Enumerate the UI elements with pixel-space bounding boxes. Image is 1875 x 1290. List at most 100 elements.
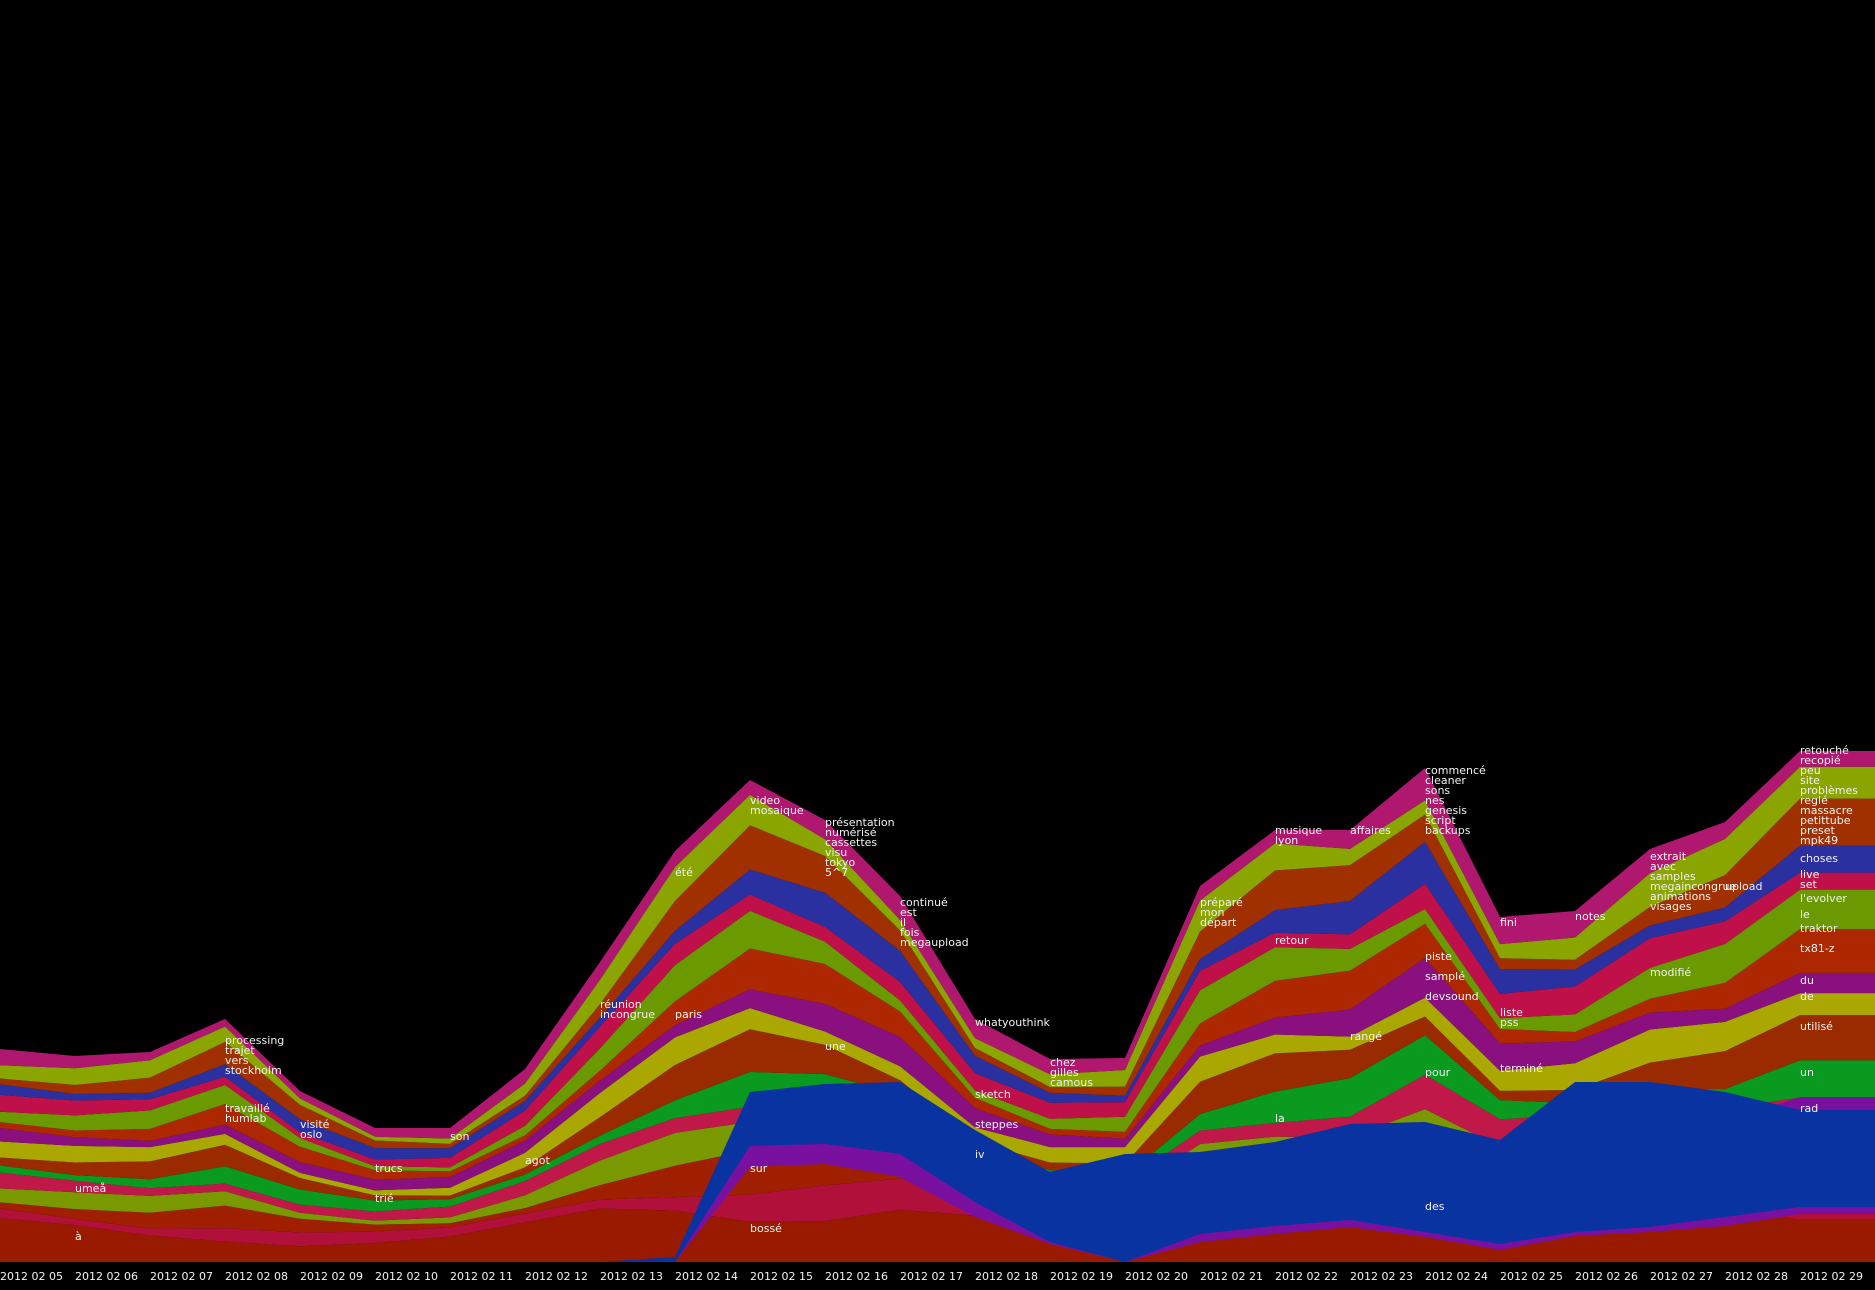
x-tick-label: 2012 02 20 [1125, 1270, 1188, 1283]
word-label: megaupload [900, 936, 969, 949]
word-label: utilisé [1800, 1020, 1833, 1033]
word-label: numérisé [825, 826, 877, 839]
word-label: devsound [1425, 990, 1479, 1003]
word-label: extrait [1650, 850, 1687, 863]
word-label: fois [900, 926, 920, 939]
word-label: travaillé [225, 1102, 270, 1115]
word-label: continué [900, 896, 948, 909]
word-label: est [900, 906, 917, 919]
word-label: video [750, 794, 780, 807]
word-label: megaincongrue [1650, 880, 1736, 893]
x-tick-label: 2012 02 09 [300, 1270, 363, 1283]
word-label: cassettes [825, 836, 877, 849]
word-label: tokyo [825, 856, 856, 869]
x-tick-label: 2012 02 16 [825, 1270, 888, 1283]
word-label: sur [750, 1162, 768, 1175]
x-tick-label: 2012 02 22 [1275, 1270, 1338, 1283]
x-tick-label: 2012 02 21 [1200, 1270, 1263, 1283]
word-label: preset [1800, 824, 1836, 837]
word-label: iv [975, 1148, 985, 1161]
word-label: stockholm [225, 1064, 282, 1077]
word-label: le [1800, 908, 1810, 921]
word-label: pour [1425, 1066, 1451, 1079]
word-label: été [675, 866, 693, 879]
word-label: peu [1800, 764, 1821, 777]
word-label: trajet [225, 1044, 255, 1057]
x-tick-label: 2012 02 14 [675, 1270, 738, 1283]
x-tick-label: 2012 02 11 [450, 1270, 513, 1283]
date-axis: 2012 02 05 2012 02 06 2012 02 07 2012 02 08… [0, 1270, 1863, 1283]
word-label: backups [1425, 824, 1471, 837]
word-label: upload [1725, 880, 1762, 893]
word-label: rad [1800, 1102, 1818, 1115]
word-label: visages [1650, 900, 1692, 913]
word-label: avec [1650, 860, 1676, 873]
x-tick-label: 2012 02 23 [1350, 1270, 1413, 1283]
word-label: son [450, 1130, 469, 1143]
word-label: tx81-z [1800, 942, 1835, 955]
word-label: bossé [750, 1222, 782, 1235]
word-label: mpk49 [1800, 834, 1838, 847]
word-label: site [1800, 774, 1820, 787]
word-label: humlab [225, 1112, 266, 1125]
x-tick-label: 2012 02 13 [600, 1270, 663, 1283]
word-label: recopié [1800, 754, 1841, 767]
word-label: script [1425, 814, 1456, 827]
word-label: whatyouthink [975, 1016, 1051, 1029]
word-label: rangé [1350, 1030, 1382, 1043]
word-label: sons [1425, 784, 1450, 797]
word-label: il [900, 916, 906, 929]
word-label: visu [825, 846, 847, 859]
x-tick-label: 2012 02 07 [150, 1270, 213, 1283]
x-tick-label: 2012 02 15 [750, 1270, 813, 1283]
word-label: liste [1500, 1006, 1523, 1019]
word-label: départ [1200, 916, 1237, 929]
x-tick-label: 2012 02 06 [75, 1270, 138, 1283]
word-label: fini [1500, 916, 1517, 929]
stream-band-8 [0, 957, 1875, 1191]
word-label: modifié [1650, 966, 1691, 979]
word-label: animations [1650, 890, 1711, 903]
word-label: musique [1275, 824, 1322, 837]
x-tick-label: 2012 02 08 [225, 1270, 288, 1283]
word-label: trié [375, 1192, 394, 1205]
x-tick-label: 2012 02 05 [0, 1270, 63, 1283]
word-label: oslo [300, 1128, 323, 1141]
word-label: processing [225, 1034, 284, 1047]
word-label: nes [1425, 794, 1445, 807]
x-tick-label: 2012 02 10 [375, 1270, 438, 1283]
word-label: un [1800, 1066, 1814, 1079]
word-label: de [1800, 990, 1814, 1003]
word-label: retouché [1800, 744, 1849, 757]
word-label: agot [525, 1154, 550, 1167]
word-label: visité [300, 1118, 330, 1131]
word-label: petittube [1800, 814, 1851, 827]
word-label: paris [675, 1008, 702, 1021]
word-label: mosaique [750, 804, 804, 817]
word-label: une [825, 1040, 846, 1053]
word-label: live [1800, 868, 1820, 881]
word-label: samplé [1425, 970, 1465, 983]
word-label: retour [1275, 934, 1309, 947]
x-tick-label: 2012 02 25 [1500, 1270, 1563, 1283]
stream-band-14 [0, 766, 1875, 1144]
word-label: notes [1575, 910, 1606, 923]
word-label: piste [1425, 950, 1452, 963]
word-label: problèmes [1800, 784, 1858, 797]
word-label: des [1425, 1200, 1445, 1213]
word-label: présentation [825, 816, 895, 829]
word-label: steppes [975, 1118, 1019, 1131]
word-label: trucs [375, 1162, 403, 1175]
word-label: commencé [1425, 764, 1486, 777]
word-label: 5^7 [825, 866, 848, 879]
x-tick-label: 2012 02 24 [1425, 1270, 1488, 1283]
word-label: incongrue [600, 1008, 655, 1021]
x-tick-label: 2012 02 27 [1650, 1270, 1713, 1283]
word-label: chez [1050, 1056, 1076, 1069]
x-tick-label: 2012 02 28 [1725, 1270, 1788, 1283]
word-label: vers [225, 1054, 249, 1067]
word-label: set [1800, 878, 1817, 891]
word-label: du [1800, 974, 1814, 987]
word-label: choses [1800, 852, 1838, 865]
